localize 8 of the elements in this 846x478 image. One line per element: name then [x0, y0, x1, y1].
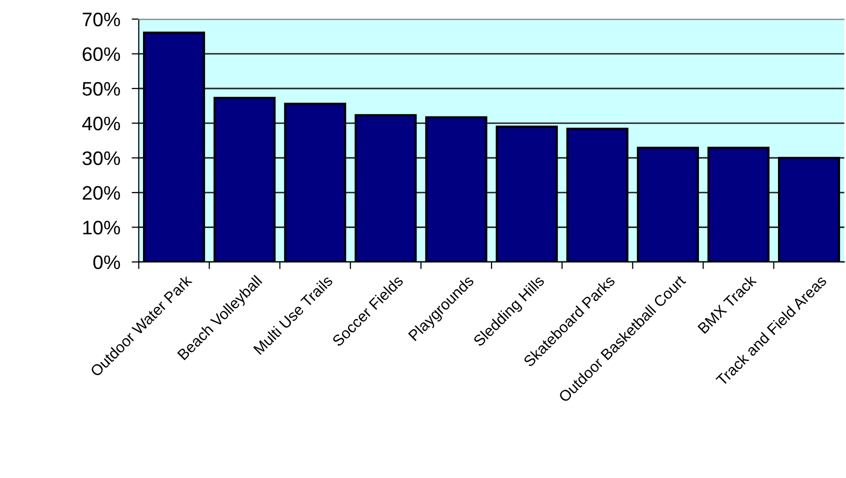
y-tick-label: 20% — [82, 186, 120, 200]
y-tick-label: 50% — [82, 82, 120, 96]
y-tick-label: 0% — [93, 255, 120, 270]
y-tick-label: 10% — [83, 220, 120, 234]
y-tick-label: 60% — [82, 47, 120, 62]
y-tick-label: 30% — [82, 151, 120, 166]
y-tick-label: 70% — [82, 12, 120, 26]
y-tick-label: 40% — [82, 116, 120, 130]
